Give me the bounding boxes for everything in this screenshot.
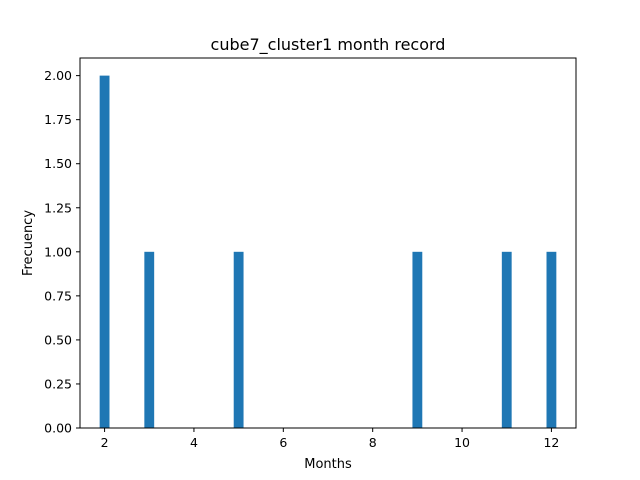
y-tick-label: 1.00 (44, 244, 72, 259)
y-axis-ticks: 0.00 0.25 0.50 0.75 1.00 1.25 1.50 1.75 2.00 (44, 68, 80, 436)
bar-month-2 (99, 75, 110, 428)
x-tick-label: 4 (190, 435, 198, 450)
x-tick-label: 8 (369, 435, 377, 450)
y-tick-label: 2.00 (44, 68, 72, 83)
y-tick-label: 0.00 (44, 421, 72, 436)
y-tick-label: 0.50 (44, 332, 72, 347)
bar-month-12 (546, 251, 557, 428)
x-axis-ticks: 2 4 6 8 10 12 (101, 428, 559, 450)
y-tick-label: 0.75 (44, 288, 72, 303)
x-tick-label: 10 (454, 435, 470, 450)
plot-frame (79, 57, 577, 429)
y-tick-label: 1.75 (44, 112, 72, 127)
y-axis-label: Frecuency (21, 210, 36, 276)
bar-month-5 (233, 251, 244, 428)
y-tick-label: 1.50 (44, 156, 72, 171)
x-tick-label: 2 (101, 435, 109, 450)
chart-title: cube7_cluster1 month record (211, 35, 446, 55)
x-tick-label: 12 (543, 435, 559, 450)
y-tick-label: 0.25 (44, 376, 72, 391)
bar-month-11 (501, 251, 512, 428)
bar-month-9 (412, 251, 423, 428)
bars-group (99, 75, 557, 428)
y-tick-label: 1.25 (44, 200, 72, 215)
bar-month-3 (144, 251, 155, 428)
x-axis-label: Months (304, 457, 352, 472)
x-tick-label: 6 (279, 435, 287, 450)
